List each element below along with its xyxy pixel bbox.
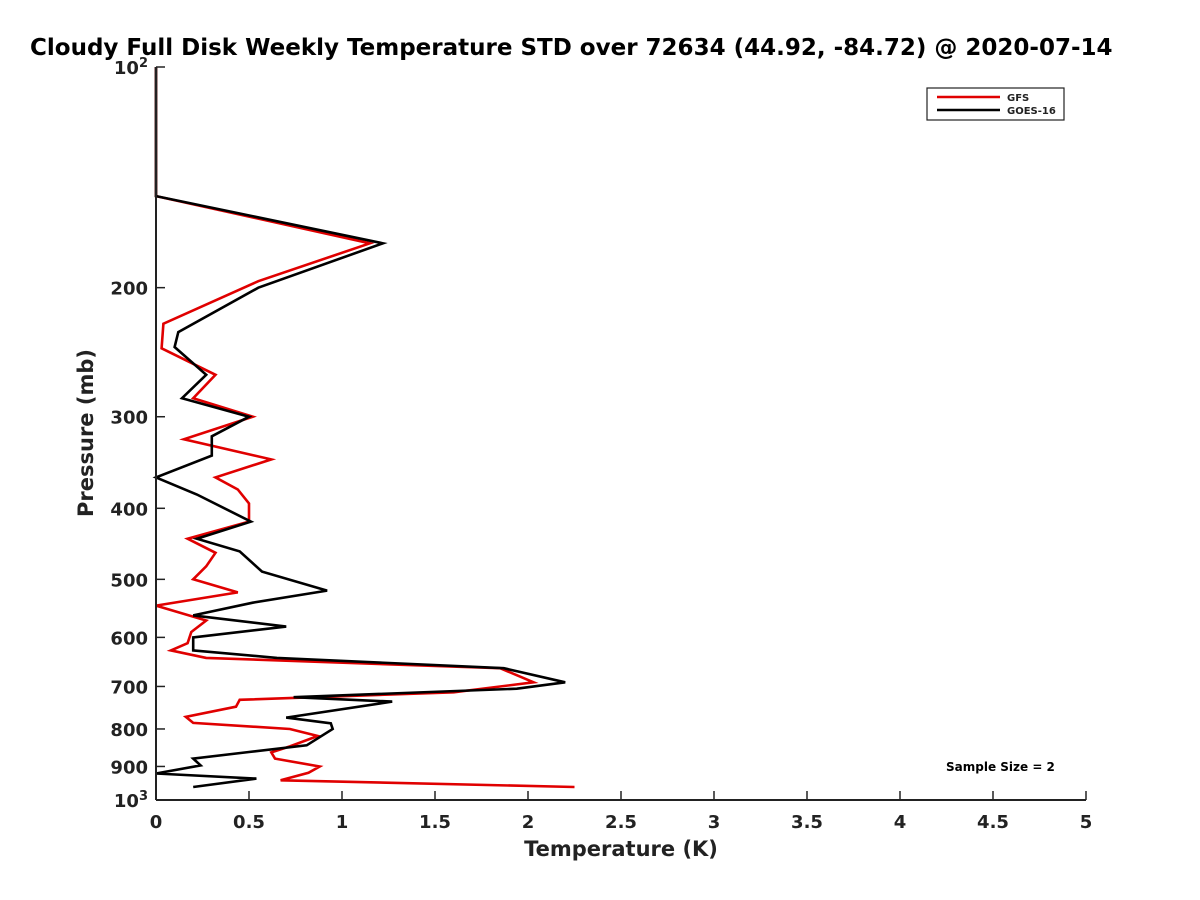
x-tick-label: 1 (336, 812, 349, 833)
y-tick-label: 200 (110, 279, 148, 300)
y-tick-label: 900 (110, 757, 148, 778)
y-tick-label: 300 (110, 408, 148, 429)
x-tick-label: 2.5 (605, 812, 637, 833)
x-tick-label: 1.5 (419, 812, 451, 833)
series-line-gfs (154, 67, 575, 789)
legend-label-gfs: GFS (1007, 93, 1029, 104)
y-tick-label: 700 (110, 677, 148, 698)
legend-label-goes16: GOES-16 (1007, 106, 1056, 117)
x-tick-label: 4 (894, 812, 907, 833)
y-axis-label: Pressure (mb) (74, 349, 98, 517)
y-tick-label: 102 (114, 56, 148, 80)
y-tick-label: 103 (114, 789, 148, 813)
y-tick-label: 500 (110, 570, 148, 591)
sample-size-annotation: Sample Size = 2 (946, 760, 1055, 774)
x-axis-label: Temperature (K) (524, 837, 718, 861)
plot-lines (152, 67, 575, 789)
chart-title: Cloudy Full Disk Weekly Temperature STD … (30, 35, 1113, 61)
series-line-goes16 (152, 67, 566, 789)
x-tick-label: 0 (150, 812, 163, 833)
legend: GFS GOES-16 (926, 87, 1065, 121)
y-tick-label: 600 (110, 628, 148, 649)
x-tick-label: 2 (522, 812, 535, 833)
legend-box (926, 87, 1065, 121)
y-tick-label: 800 (110, 720, 148, 741)
x-tick-label: 4.5 (977, 812, 1009, 833)
x-tick-label: 0.5 (233, 812, 265, 833)
x-tick-label: 5 (1080, 812, 1093, 833)
y-tick-label: 400 (110, 499, 148, 520)
x-tick-label: 3.5 (791, 812, 823, 833)
x-tick-label: 3 (708, 812, 721, 833)
x-axis-ticks: 0 0.5 1 1.5 2 2.5 3 3.5 4 4.5 5 (150, 791, 1093, 833)
